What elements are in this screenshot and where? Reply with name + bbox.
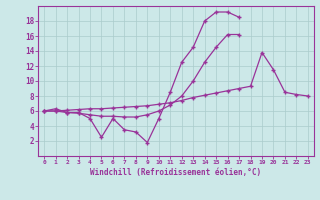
X-axis label: Windchill (Refroidissement éolien,°C): Windchill (Refroidissement éolien,°C) — [91, 168, 261, 177]
